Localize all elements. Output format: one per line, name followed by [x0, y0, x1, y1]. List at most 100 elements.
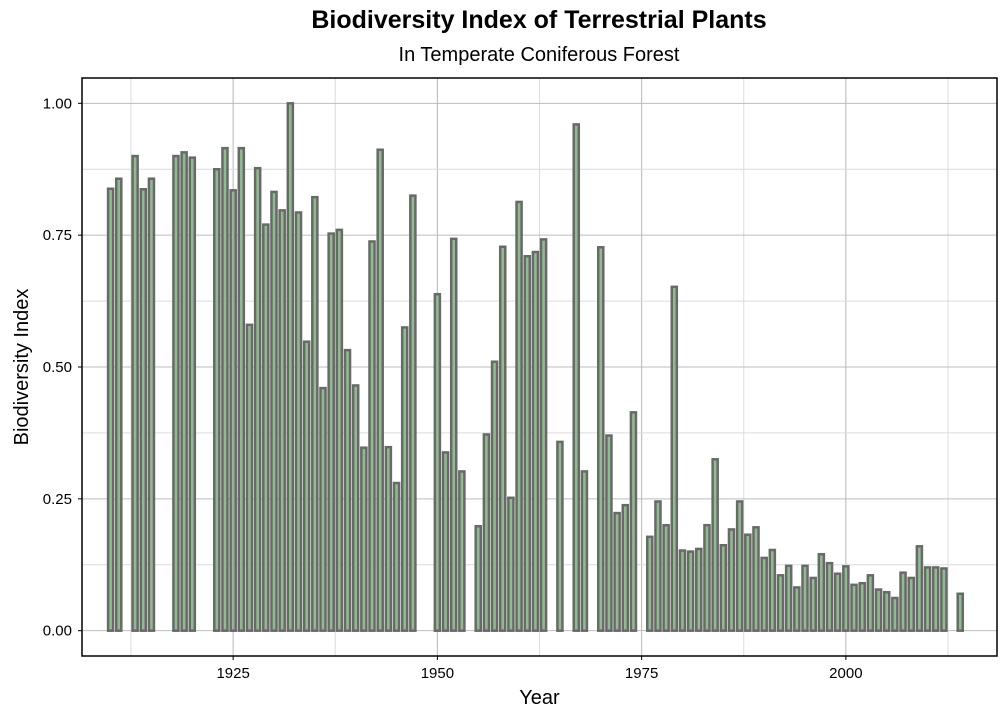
bar	[221, 146, 229, 632]
bar	[752, 526, 760, 632]
bar	[106, 187, 115, 632]
bar	[596, 246, 605, 632]
bar	[449, 237, 458, 632]
bar	[654, 500, 662, 632]
x-tick-label: 1925	[216, 665, 249, 682]
bar	[172, 154, 180, 632]
bar	[490, 360, 499, 632]
bar	[670, 285, 679, 632]
y-tick-label: 0.00	[43, 623, 72, 640]
bar	[507, 496, 515, 632]
bar	[850, 583, 858, 632]
y-axis-label: Biodiversity Index	[11, 289, 33, 446]
x-tick-label: 1975	[625, 665, 658, 682]
bar	[515, 200, 523, 632]
y-tick-label: 0.25	[43, 491, 72, 508]
bar	[621, 503, 630, 632]
bar	[441, 451, 450, 632]
bar	[874, 588, 883, 632]
bar	[229, 189, 237, 632]
x-axis-label: Year	[519, 687, 560, 709]
bar	[368, 240, 376, 632]
x-tick-label: 2000	[829, 665, 862, 682]
bar	[400, 326, 409, 632]
bar	[139, 188, 148, 632]
bar	[351, 384, 360, 632]
bar	[784, 564, 793, 632]
bar	[539, 238, 548, 632]
bar	[882, 590, 891, 632]
bar	[302, 340, 311, 632]
bars	[106, 102, 965, 632]
bar	[735, 500, 744, 632]
bar	[760, 556, 768, 632]
bar	[237, 146, 246, 632]
bar	[646, 535, 654, 632]
bar	[188, 156, 197, 632]
bar	[727, 528, 736, 632]
bar	[605, 434, 613, 632]
bar	[327, 232, 335, 632]
bar	[825, 561, 834, 632]
bar	[662, 523, 670, 632]
bar	[286, 102, 295, 632]
bar	[629, 411, 638, 632]
ticks: 1925 1950 1975 2000 0.00 0.25 0.50 0.75 1.00	[43, 95, 863, 682]
bar	[360, 446, 368, 632]
bar	[270, 190, 278, 632]
bar	[433, 292, 442, 632]
bar	[523, 255, 532, 632]
bar	[858, 581, 866, 632]
chart-title: Biodiversity Index of Terrestrial Plants	[311, 6, 767, 34]
bar	[376, 148, 384, 632]
y-tick-label: 1.00	[43, 95, 72, 112]
bar	[311, 195, 319, 632]
bar	[956, 592, 965, 632]
bar	[384, 445, 393, 632]
bar	[711, 458, 719, 632]
bar	[915, 545, 924, 632]
bar	[474, 525, 483, 632]
bar	[245, 323, 254, 632]
bar	[833, 572, 842, 632]
bar	[866, 574, 875, 632]
bar	[180, 151, 188, 632]
bar	[253, 166, 262, 632]
bar	[482, 433, 491, 632]
bar	[114, 177, 123, 632]
chart-subtitle: In Temperate Coniferous Forest	[398, 44, 680, 66]
bar	[703, 523, 711, 632]
bar	[695, 547, 703, 632]
bar	[686, 550, 695, 632]
bar	[776, 574, 785, 632]
y-tick-label: 0.50	[43, 359, 72, 376]
bar	[392, 481, 401, 632]
bar	[842, 565, 850, 632]
bar	[409, 194, 417, 632]
bar	[793, 586, 801, 632]
bar	[498, 245, 507, 632]
bar	[891, 596, 899, 632]
bar	[213, 167, 221, 632]
bar	[923, 566, 932, 632]
bar	[580, 470, 589, 632]
bar	[940, 567, 948, 632]
bar	[278, 209, 286, 632]
bar	[343, 348, 352, 632]
bar	[907, 576, 916, 632]
bar	[531, 250, 540, 632]
bar	[678, 549, 687, 632]
bar	[899, 571, 907, 632]
bar	[744, 533, 752, 632]
bar	[262, 223, 270, 632]
bar	[294, 211, 303, 632]
bar	[458, 470, 466, 632]
bar	[719, 544, 728, 632]
x-tick-label: 1950	[421, 665, 454, 682]
bar	[335, 228, 344, 632]
bar	[556, 440, 564, 632]
bar	[613, 511, 621, 632]
bar	[319, 386, 327, 632]
